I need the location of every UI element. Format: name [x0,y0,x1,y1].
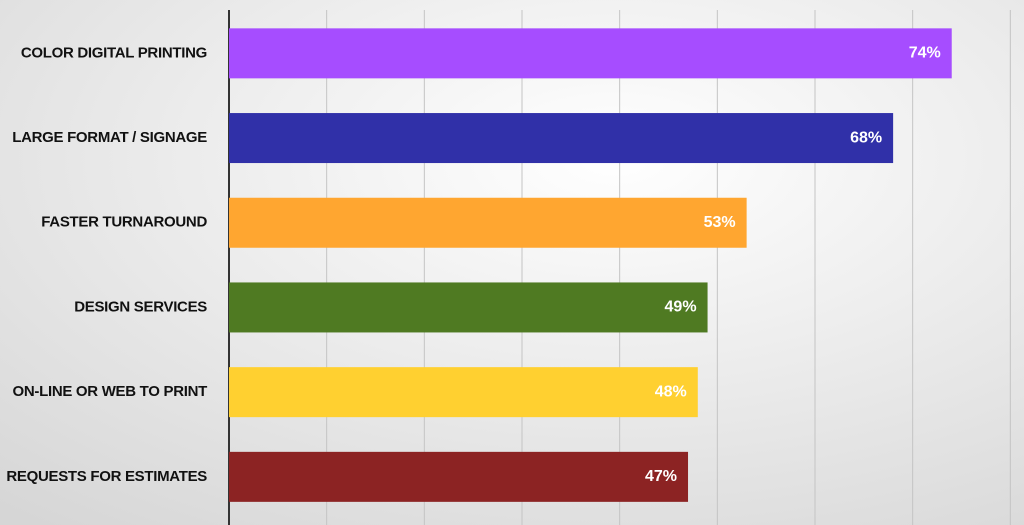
bar [229,28,952,79]
category-label: ON-LINE OR WEB TO PRINT [13,383,208,400]
category-label: LARGE FORMAT / SIGNAGE [12,129,207,146]
category-label: DESIGN SERVICES [74,298,207,315]
bar [229,197,747,248]
bar [229,451,689,502]
bar [229,113,894,164]
bar [229,282,708,333]
value-label: 49% [665,299,697,316]
value-label: 53% [704,214,736,231]
category-label: COLOR DIGITAL PRINTING [21,44,207,61]
value-label: 47% [645,468,677,485]
value-label: 48% [655,383,687,400]
category-label: FASTER TURNAROUND [41,214,207,231]
value-label: 68% [850,129,882,146]
value-label: 74% [909,45,941,62]
bar [229,367,698,418]
category-label: REQUESTS FOR ESTIMATES [6,468,207,485]
